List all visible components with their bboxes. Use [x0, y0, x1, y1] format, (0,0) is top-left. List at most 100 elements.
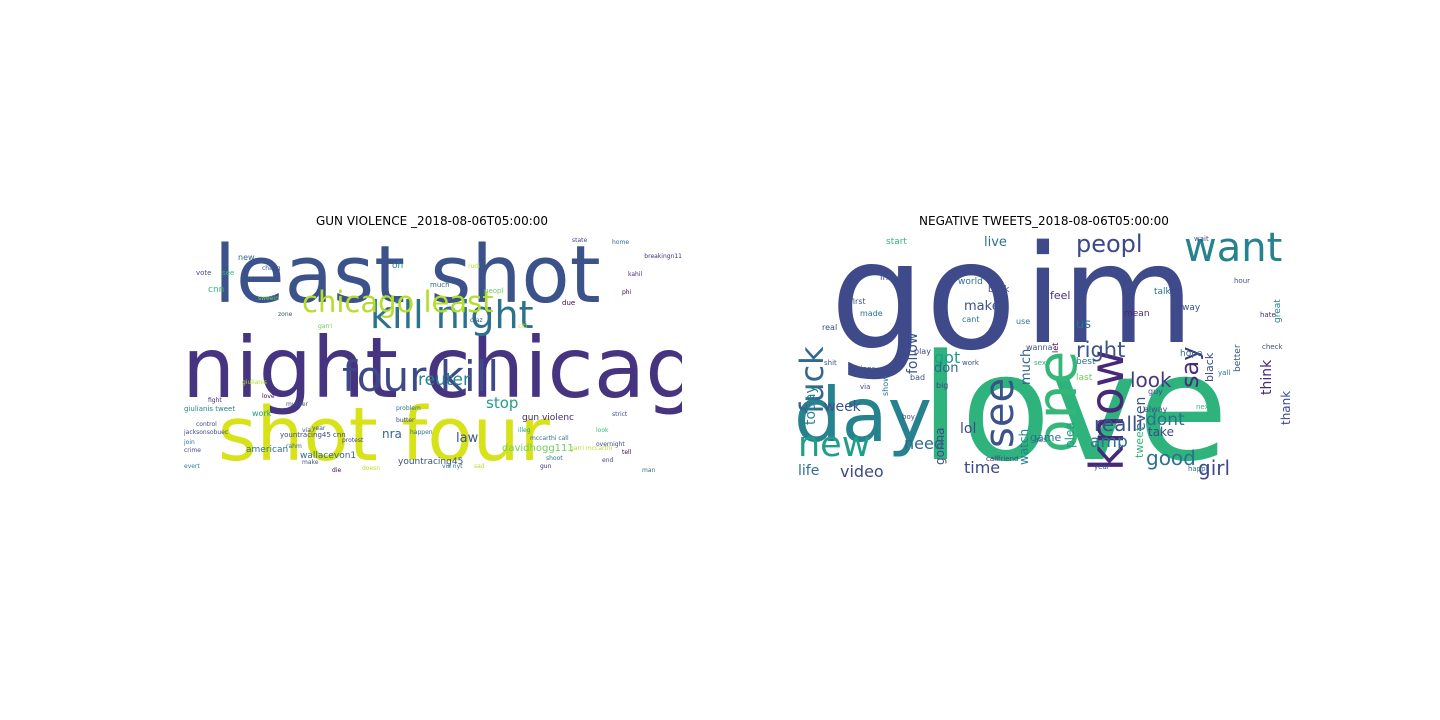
word-day: day — [794, 371, 932, 459]
word-tell: tell — [622, 449, 632, 456]
word-wait: wait — [1194, 235, 1209, 243]
word-butter: butter — [396, 417, 415, 424]
word-watch: watch — [1017, 428, 1031, 465]
word-want: want — [1184, 232, 1283, 271]
word-rudi: rudi — [468, 263, 480, 270]
word-big: big — [936, 381, 949, 390]
word-play: play — [914, 347, 931, 356]
word-wanna: wanna — [1026, 343, 1053, 352]
word-call: call — [986, 455, 999, 463]
word-giulianis: giulianis — [242, 379, 267, 386]
word-problem: problem — [396, 405, 421, 412]
word-evert: evert — [184, 463, 200, 470]
word-crime: crime — [184, 447, 201, 454]
word-hour: hour — [1234, 277, 1251, 285]
word-peopl: peopl — [484, 287, 504, 295]
word-week: week — [824, 399, 861, 415]
word-work: work — [252, 409, 272, 418]
word-kahil: kahil — [628, 271, 643, 278]
word-know: know — [1080, 349, 1134, 472]
word-phi: phi — [622, 289, 632, 296]
word-gonna: gonna — [933, 427, 947, 465]
word-back: back — [988, 285, 1010, 295]
word-love: love — [920, 323, 1229, 482]
word-today: today — [803, 384, 819, 425]
word-oh: oh — [392, 261, 404, 271]
word-talk: talk — [1154, 287, 1171, 297]
word-shit: shit — [824, 359, 837, 367]
word-happen: happen — [410, 429, 433, 436]
word-bad: bad — [910, 373, 926, 382]
word-thank: thank — [1279, 390, 1293, 425]
word-lol: lol — [960, 421, 977, 437]
word-via: via — [302, 427, 311, 434]
word-girl: girl — [1198, 456, 1231, 480]
word-right: right — [1076, 338, 1126, 362]
word-protest: protest — [342, 437, 364, 444]
word-next: next — [1196, 403, 1212, 411]
word-us: us — [1076, 317, 1092, 332]
word-via: via — [860, 383, 871, 391]
word-amp: amp — [1090, 432, 1128, 452]
left-chart-title: GUN VIOLENCE _2018-08-06T05:00:00 — [315, 214, 549, 228]
word-yall: yall — [1218, 369, 1231, 377]
word-time: time — [964, 458, 1001, 477]
word-think: think — [1259, 359, 1275, 395]
word-american: american — [246, 445, 289, 455]
word-work: work — [962, 359, 979, 367]
word-wallacevon1: wallacevon1 — [300, 451, 357, 461]
word-sad: sad — [474, 463, 485, 470]
right-chart-title: NEGATIVE TWEETS_2018-08-06T05:00:00 — [919, 214, 1169, 228]
word-make: make — [302, 459, 319, 466]
word-man: man — [642, 467, 656, 474]
word-zone: zone — [278, 311, 293, 318]
word-yountracing45-cnn: yountracing45 cnn — [280, 431, 346, 439]
word-new: new — [238, 253, 255, 262]
word-much: much — [1019, 348, 1034, 385]
word-davidhogg111: davidhogg111 — [502, 443, 574, 454]
word-show: show — [881, 374, 890, 396]
word-don: don — [934, 361, 959, 376]
word-die: die — [332, 467, 342, 474]
word-overnight: overnight — [596, 441, 625, 448]
negative-tweets-wordcloud: go love im day one know want see new fuck peopl say… — [794, 232, 1294, 482]
word-im: im — [1024, 232, 1195, 375]
word-yountracing45: yountracing45 — [398, 457, 464, 467]
word-look: look — [596, 427, 609, 434]
word-join: join — [184, 439, 195, 446]
word-giulianis-tweet: giulianis tweet — [184, 405, 236, 413]
word-feel: feel — [1050, 289, 1071, 302]
word-mean: mean — [1124, 309, 1150, 319]
word-much: much — [430, 281, 450, 289]
word-jacksonsobuec: jacksonsobuec — [184, 429, 229, 436]
word-dont: dont — [1146, 410, 1185, 430]
word-mccarthi-call: mccarthi call — [530, 435, 569, 442]
word-hate: hate — [1260, 311, 1276, 319]
word-craz: craz — [470, 317, 483, 324]
word-four-kill: four kill — [342, 352, 500, 401]
word-game: game — [1030, 431, 1062, 444]
word-chicago-least: chicago least — [302, 285, 494, 319]
word-let: let — [1051, 342, 1060, 354]
word-see: see — [222, 269, 235, 277]
word-real: real — [822, 323, 838, 332]
word-better: better — [1233, 344, 1243, 372]
word-illeg: illeg — [518, 427, 531, 434]
word-nigga: nigga — [856, 365, 876, 373]
word-home: home — [612, 239, 630, 246]
word-night-chicago: night chicago — [182, 319, 682, 417]
word-ass: ass — [1034, 435, 1048, 444]
word-reuter: reuter — [418, 370, 470, 390]
word-kill-night: kill night — [370, 293, 534, 337]
word-good: good — [1146, 446, 1196, 470]
word-due: due — [562, 299, 576, 307]
word-love: love — [262, 393, 275, 400]
word-made: made — [860, 309, 883, 318]
word-chang: chang — [262, 265, 281, 272]
word-happi: happi — [1188, 465, 1208, 473]
word-doesn: doesn — [362, 465, 381, 472]
word-start: start — [886, 237, 907, 247]
word-plea: plea — [1063, 422, 1077, 449]
word-control: control — [196, 421, 217, 428]
